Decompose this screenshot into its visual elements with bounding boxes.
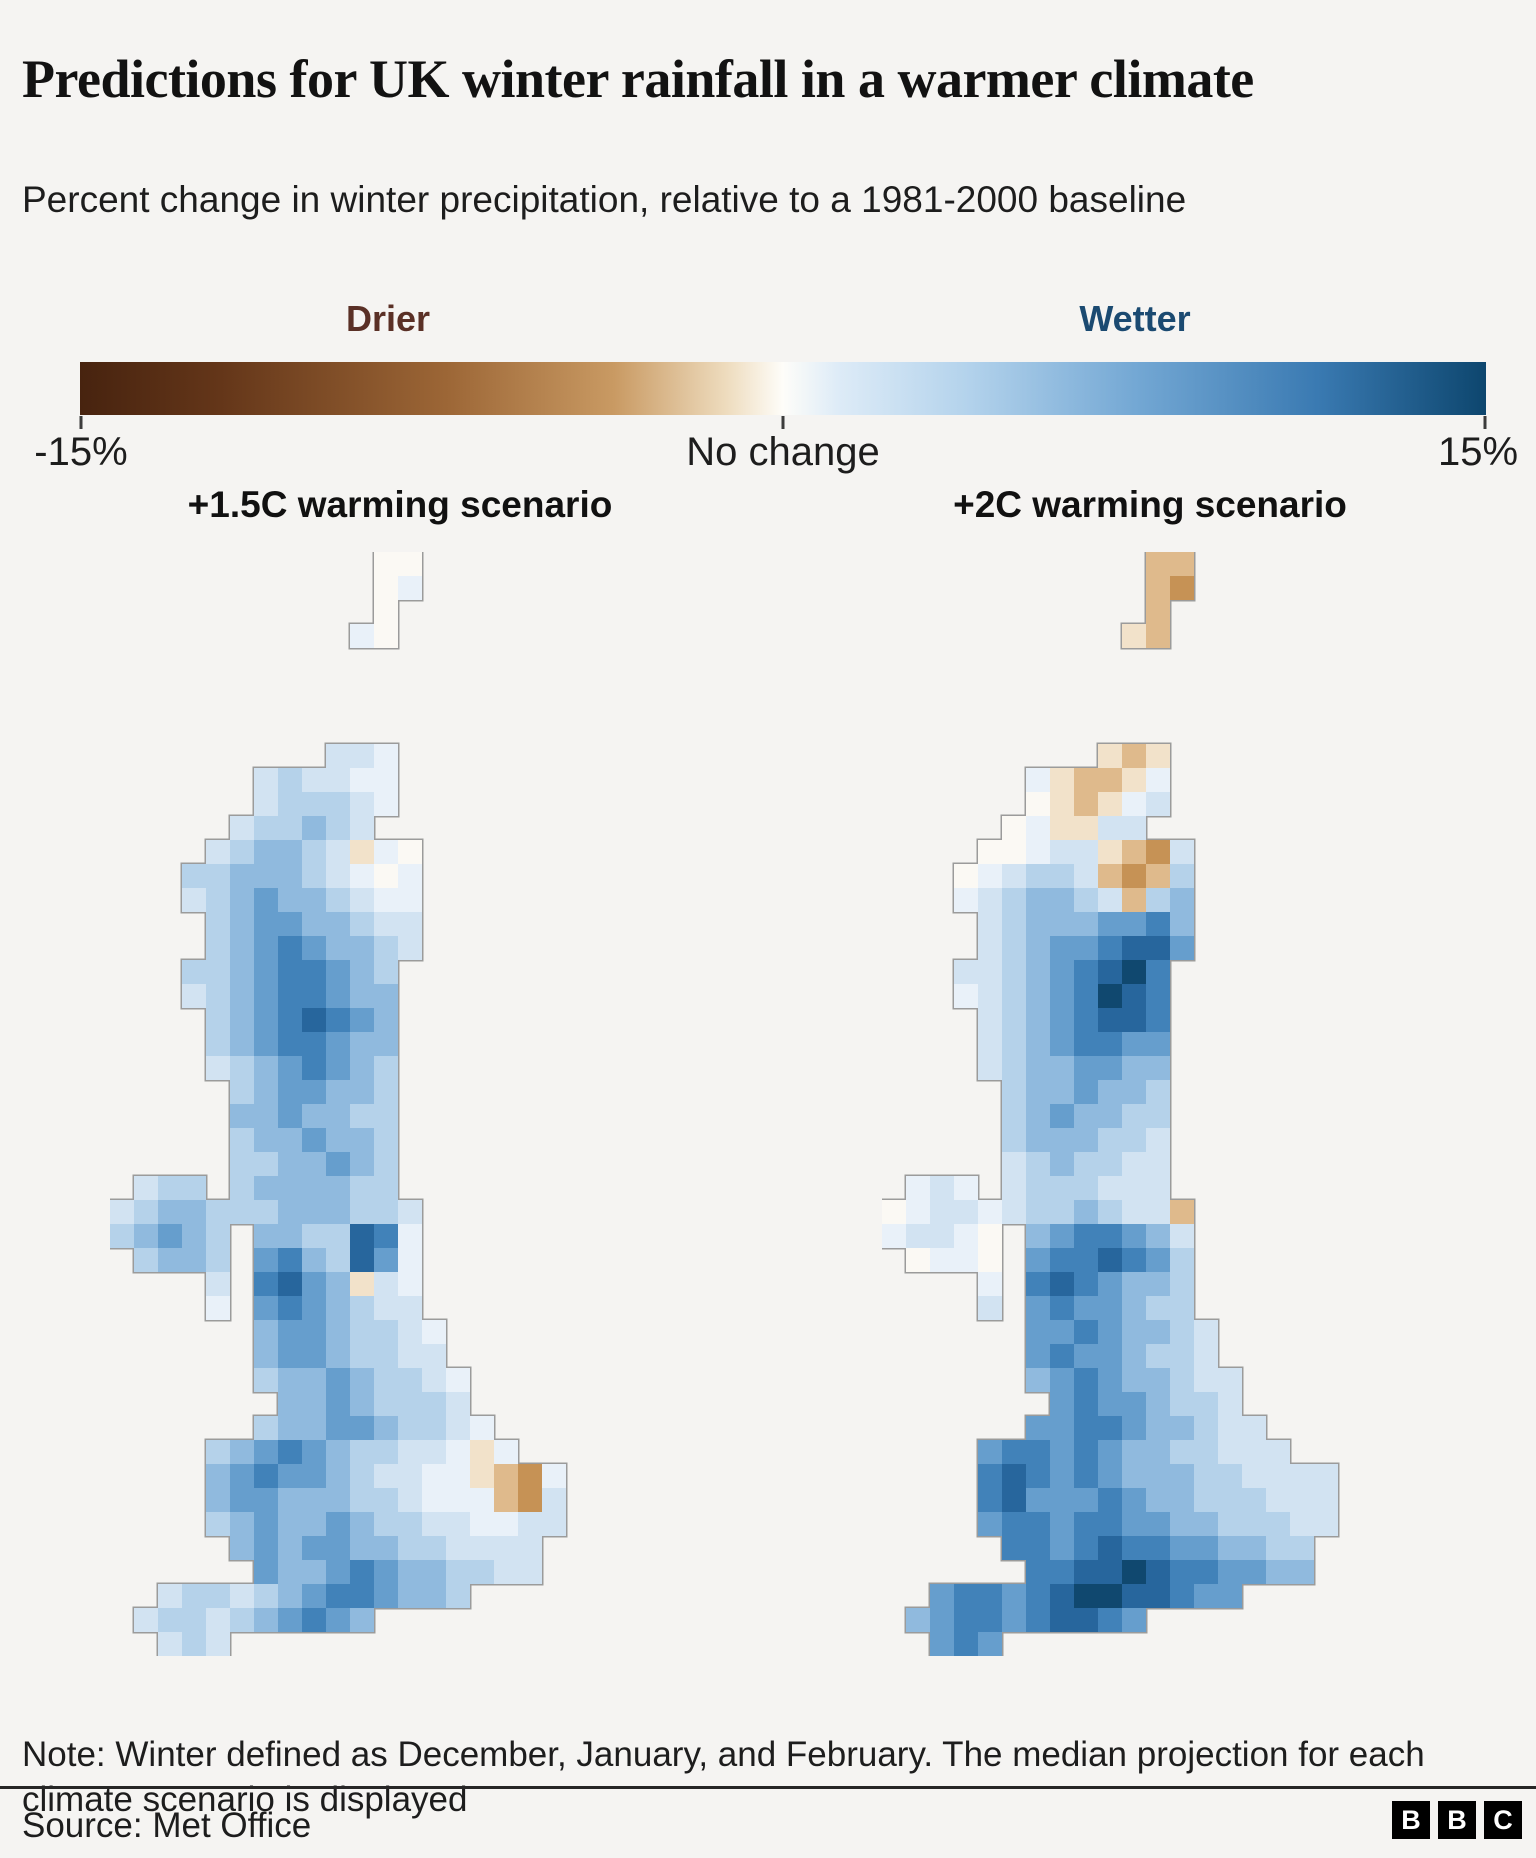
scale-label-mid: No change — [686, 430, 880, 474]
legend-wetter-label: Wetter — [1079, 298, 1191, 339]
scale-tick-min — [79, 416, 83, 429]
bbc-logo-block-b1: B — [1392, 1801, 1430, 1839]
scale-label-max: 15% — [1437, 430, 1519, 474]
panel-title-1-5c: +1.5C warming scenario — [187, 484, 613, 525]
uk-map-2c-scenario — [882, 552, 1340, 1656]
page-title: Predictions for UK winter rainfall in a … — [22, 49, 1254, 110]
bbc-logo-block-b2: B — [1438, 1801, 1476, 1839]
bbc-logo-block-c: C — [1484, 1801, 1522, 1839]
page-subtitle: Percent change in winter precipitation, … — [22, 179, 1187, 220]
footer-divider — [0, 1786, 1536, 1789]
uk-map-1-5c-scenario — [110, 552, 568, 1656]
scale-tick-max — [1483, 416, 1487, 429]
legend-drier-label: Drier — [345, 298, 431, 339]
panel-title-2c: +2C warming scenario — [953, 484, 1347, 525]
source-credit: Source: Met Office — [22, 1806, 312, 1845]
scale-label-min: -15% — [34, 430, 128, 474]
scale-tick-mid — [781, 416, 785, 429]
color-scale-gradient-bar — [80, 362, 1486, 415]
bbc-logo: B B C — [1392, 1801, 1522, 1839]
footnote: Note: Winter defined as December, Januar… — [22, 1735, 1425, 1819]
